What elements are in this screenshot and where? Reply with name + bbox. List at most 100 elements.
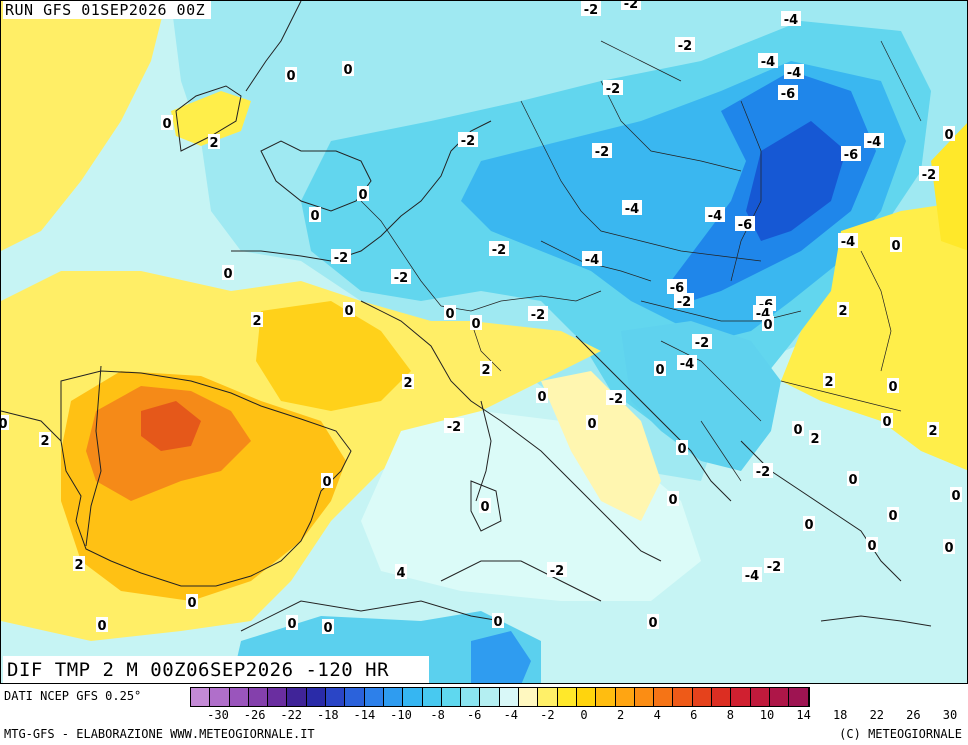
- legend-tick-label: -22: [280, 708, 303, 722]
- contour-label-text: 0: [322, 475, 331, 490]
- contour-label-box: [603, 80, 623, 95]
- contour-label-box: [592, 143, 612, 158]
- contour-label: 0: [444, 305, 456, 322]
- contour-label-text: 0: [867, 539, 876, 554]
- contour-label-text: -2: [678, 39, 692, 54]
- contour-label-box: [677, 355, 697, 370]
- contour-label-text: 2: [40, 434, 49, 449]
- contour-label-text: 2: [209, 136, 218, 151]
- legend-tick-label: -18: [316, 708, 339, 722]
- contour-label: 0: [866, 537, 878, 554]
- contour-label: -2: [547, 562, 567, 579]
- contour-label-box: [322, 619, 334, 634]
- contour-label-text: 0: [480, 500, 489, 515]
- contour-label-box: [1, 415, 9, 430]
- contour-label-box: [581, 1, 601, 16]
- contour-label-text: 2: [810, 432, 819, 447]
- contour-label-box: [654, 361, 666, 376]
- contour-label-box: [489, 241, 509, 256]
- contour-label-text: 0: [944, 541, 953, 556]
- legend-tick-label: -2: [540, 708, 555, 722]
- legend-swatch: [268, 688, 288, 706]
- contour-label-box: [753, 463, 773, 478]
- contour-label: -2: [603, 80, 623, 97]
- legend-swatch: [576, 688, 597, 706]
- contour-label-text: 0: [323, 621, 332, 636]
- contour-label: 0: [96, 617, 108, 634]
- legend-swatch: [750, 688, 770, 706]
- contour-label-box: [222, 265, 234, 280]
- legend-swatch: [789, 688, 809, 706]
- coastlines: [1, 1, 932, 632]
- contour-label-box: [823, 373, 835, 388]
- warm-field-france: [256, 301, 411, 411]
- contour-label: -4: [864, 133, 884, 150]
- product-title: DIF TMP 2 M 00Z06SEP2026 -120 HR: [3, 656, 430, 683]
- contour-label-box: [692, 334, 712, 349]
- contour-label-box: [675, 37, 695, 52]
- contour-label: 0: [322, 619, 334, 636]
- legend-swatch: [364, 688, 384, 706]
- contour-label-text: 0: [882, 415, 891, 430]
- contour-label-box: [470, 315, 482, 330]
- contour-label: 0: [890, 237, 902, 254]
- contour-label: -6: [667, 279, 687, 296]
- contour-label-text: -2: [334, 251, 348, 266]
- temperature-anomaly-map[interactable]: -2 -2 -4 -2 -4 -4 0 0 -2 -6 0 2 -2 -2 -4 -6 0 -2 0 0 -4 -4 -6-…: [0, 0, 968, 684]
- contour-label-text: 0: [891, 239, 900, 254]
- contour-label-box: [547, 562, 567, 577]
- contour-label-box: [866, 537, 878, 552]
- legend-swatch: [634, 688, 655, 706]
- contour-label: -2: [692, 334, 712, 351]
- legend-swatch: [422, 688, 442, 706]
- contour-label-text: -2: [695, 336, 709, 351]
- contour-label-box: [735, 216, 755, 231]
- contour-label-text: 0: [944, 128, 953, 143]
- color-scale-legend: [190, 687, 810, 707]
- warm-field-east: [781, 201, 967, 471]
- contour-label-box: [458, 132, 478, 147]
- contour-label-box: [391, 269, 411, 284]
- contour-label-box: [864, 133, 884, 148]
- contour-label-box: [444, 418, 464, 433]
- contour-label-box: [803, 516, 815, 531]
- contour-label-box: [73, 556, 85, 571]
- legend-tick-label: 2: [616, 708, 625, 722]
- contour-label-text: -2: [606, 82, 620, 97]
- contour-label-text: 0: [655, 363, 664, 378]
- contour-label: 0: [887, 507, 899, 524]
- contour-label: -2: [528, 306, 548, 323]
- legend-swatch: [403, 688, 423, 706]
- country-borders: [360, 40, 922, 482]
- contour-label: -4: [677, 355, 697, 372]
- contour-label: 2: [809, 430, 821, 447]
- contour-label-box: [792, 421, 804, 436]
- contour-label-box: [186, 594, 198, 609]
- contour-label-text: -2: [756, 465, 770, 480]
- contour-label-text: 4: [396, 566, 405, 581]
- contour-label: 4: [395, 564, 407, 581]
- contour-label: 2: [208, 134, 220, 151]
- contour-label-box: [781, 11, 801, 26]
- contour-label-text: 0: [310, 209, 319, 224]
- contour-label-box: [919, 166, 939, 181]
- contour-label-text: -2: [394, 271, 408, 286]
- contour-label-text: -4: [841, 235, 855, 250]
- contour-label-text: -2: [677, 295, 691, 310]
- contour-label-box: [762, 316, 774, 331]
- cold-field-north-africa-core: [471, 631, 531, 683]
- legend-swatch: [673, 688, 693, 706]
- legend-swatch: [557, 688, 577, 706]
- contour-label-box: [667, 279, 687, 294]
- legend-swatch: [654, 688, 674, 706]
- contour-label-text: -4: [708, 209, 722, 224]
- data-source-label: DATI NCEP GFS 0.25°: [4, 689, 142, 703]
- contour-label: 0: [881, 413, 893, 430]
- contour-label: -6: [735, 216, 755, 233]
- contour-label-box: [764, 558, 784, 573]
- contour-label-box: [343, 302, 355, 317]
- contour-label-text: 0: [888, 509, 897, 524]
- contour-labels: -2 -2-4-2-4-40 0-2 -602 -2-2-4-60-200 -4 -4-6-…: [1, 1, 962, 636]
- contour-label-text: -6: [738, 218, 752, 233]
- contour-label: 0: [161, 115, 173, 132]
